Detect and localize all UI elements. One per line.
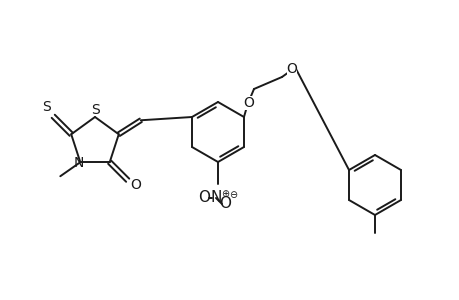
- Text: ⊖: ⊖: [229, 190, 236, 200]
- Text: O: O: [218, 196, 230, 211]
- Text: O: O: [243, 96, 254, 110]
- Text: S: S: [42, 100, 50, 114]
- Text: ⊕: ⊕: [220, 189, 229, 199]
- Text: S: S: [91, 103, 100, 117]
- Text: O: O: [130, 178, 141, 192]
- Text: O: O: [286, 62, 297, 76]
- Text: N: N: [74, 156, 84, 170]
- Text: O: O: [197, 190, 210, 206]
- Text: N: N: [210, 190, 221, 206]
